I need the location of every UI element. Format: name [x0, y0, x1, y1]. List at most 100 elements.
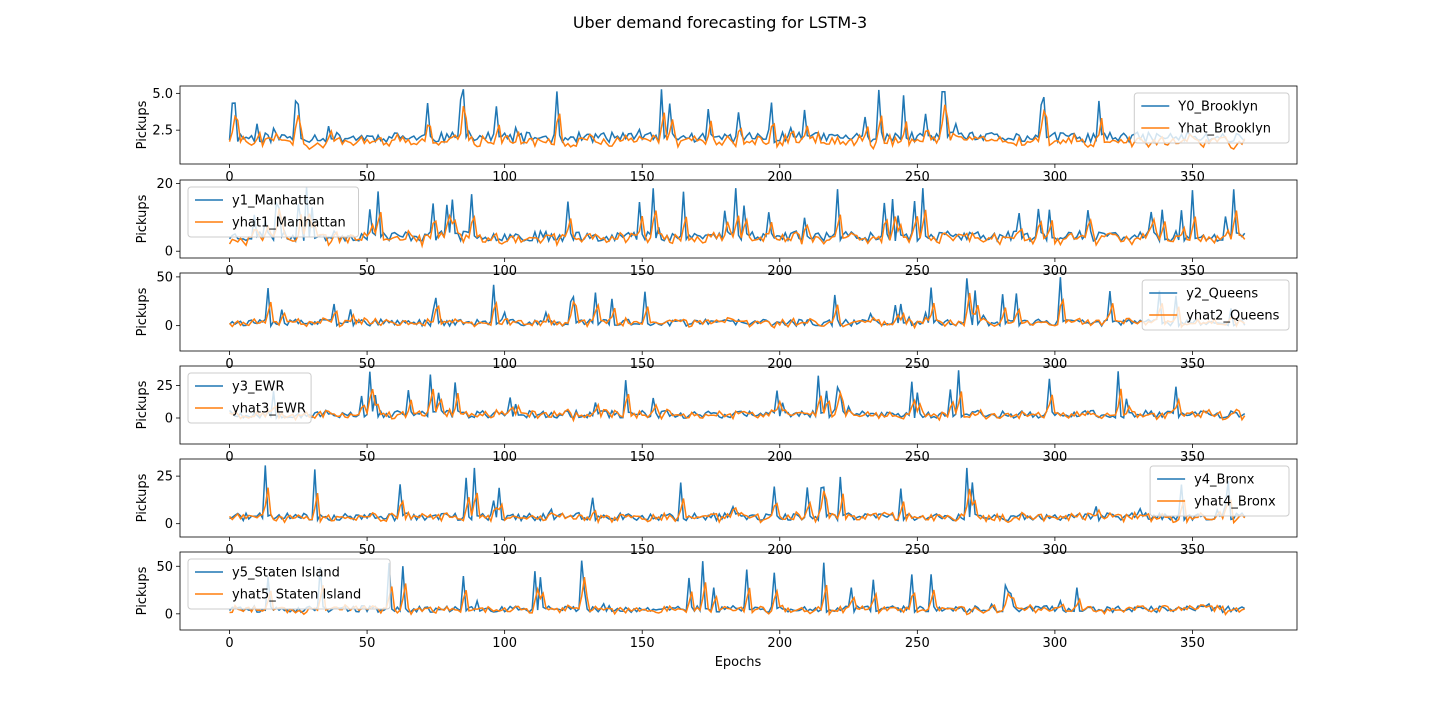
series-line-actual-2	[228, 277, 1246, 329]
series-line-predicted-2	[228, 292, 1246, 330]
y-tick-label: 50	[156, 560, 173, 575]
legend-frame	[187, 186, 359, 238]
x-tick-label: 200	[767, 636, 792, 651]
y-tick-label: 2.5	[152, 124, 173, 139]
y-axis-label: Pickups	[135, 380, 150, 429]
x-tick-label: 150	[630, 636, 655, 651]
x-tick-label: 0	[225, 450, 233, 465]
y-tick-label: 5.0	[152, 87, 173, 102]
legend-frame	[1133, 92, 1290, 144]
legend-label: Yhat_Brooklyn	[1177, 122, 1271, 137]
y-tick-label: 20	[156, 177, 173, 192]
legend-label: y2_Queens	[1186, 287, 1258, 302]
x-tick-label: 50	[359, 357, 376, 372]
legend: Y0_Brooklyn Yhat_Brooklyn	[1133, 92, 1290, 144]
x-tick-label: 300	[1042, 636, 1067, 651]
y-tick-label: 50	[156, 270, 173, 285]
axes-frame	[179, 365, 1298, 445]
series-line-predicted-0	[228, 104, 1246, 151]
legend-label: y4_Bronx	[1194, 473, 1255, 488]
y-tick-label: 25	[156, 470, 173, 485]
x-tick-label: 100	[492, 450, 517, 465]
x-tick-label: 300	[1042, 450, 1067, 465]
y-axis-label: Pickups	[135, 287, 150, 336]
y-axis-label: Pickups	[135, 194, 150, 243]
x-tick-label: 150	[630, 264, 655, 279]
x-tick-label: 0	[225, 264, 233, 279]
legend: y5_Staten Island yhat5_Staten Island	[187, 558, 391, 610]
legend-frame	[1141, 279, 1290, 331]
x-tick-label: 150	[630, 170, 655, 185]
y-axis-label: Pickups	[135, 566, 150, 615]
x-tick-label: 50	[359, 543, 376, 558]
x-tick-label: 300	[1042, 357, 1067, 372]
series-line-predicted-3	[229, 388, 1246, 423]
y-tick-label: 25	[156, 379, 173, 394]
x-tick-label: 200	[767, 170, 792, 185]
x-tick-label: 350	[1180, 357, 1205, 372]
x-tick-label: 0	[225, 636, 233, 651]
panel-5: 0 50 100 150 200 250 300 350 0 50 Pickups y5_Staten…	[135, 551, 1298, 651]
x-tick-label: 250	[905, 357, 930, 372]
x-axis-label: Epochs	[715, 655, 762, 670]
legend: y2_Queens yhat2_Queens	[1141, 279, 1290, 331]
x-tick-label: 250	[905, 170, 930, 185]
legend-label: yhat4_Bronx	[1194, 495, 1276, 510]
x-tick-label: 350	[1180, 170, 1205, 185]
x-tick-label: 150	[630, 357, 655, 372]
x-tick-label: 200	[767, 450, 792, 465]
legend: y1_Manhattan yhat1_Manhattan	[187, 186, 359, 238]
series-line-actual-0	[228, 89, 1246, 146]
x-tick-label: 100	[492, 264, 517, 279]
x-tick-label: 150	[630, 450, 655, 465]
y-tick-label: 0	[165, 245, 173, 260]
x-tick-label: 200	[767, 543, 792, 558]
x-tick-label: 300	[1042, 170, 1067, 185]
x-tick-label: 0	[225, 170, 233, 185]
x-tick-label: 250	[905, 264, 930, 279]
x-tick-label: 300	[1042, 543, 1067, 558]
legend-label: Y0_Brooklyn	[1177, 100, 1258, 115]
x-tick-label: 0	[225, 543, 233, 558]
x-tick-label: 250	[905, 543, 930, 558]
y-tick-label: 0	[165, 412, 173, 427]
x-tick-label: 50	[359, 170, 376, 185]
legend-label: yhat3_EWR	[232, 402, 306, 417]
y-tick-label: 0	[165, 517, 173, 532]
x-tick-label: 350	[1180, 543, 1205, 558]
x-tick-label: 350	[1180, 264, 1205, 279]
legend-label: y3_EWR	[232, 380, 285, 395]
panel-3: 0 50 100 150 200 250 300 350 0 25 Pickups y3_EWRyha…	[135, 365, 1298, 465]
legend: y4_Bronx yhat4_Bronx	[1149, 465, 1290, 517]
legend-frame	[187, 558, 391, 610]
x-tick-label: 50	[359, 636, 376, 651]
x-tick-label: 200	[767, 264, 792, 279]
x-tick-label: 150	[630, 543, 655, 558]
y-tick-label: 0	[165, 319, 173, 334]
y-tick-label: 0	[165, 607, 173, 622]
x-tick-label: 350	[1180, 636, 1205, 651]
series-line-actual-1	[228, 186, 1246, 244]
series-line-predicted-4	[228, 487, 1246, 525]
y-axis-label: Pickups	[135, 473, 150, 522]
legend: y3_EWR yhat3_EWR	[187, 372, 312, 424]
panel-2: 0 50 100 150 200 250 300 350 0 50 Pickups y2_Queens…	[135, 270, 1298, 372]
axes-frame	[179, 85, 1298, 165]
axes-frame	[179, 272, 1298, 352]
series-line-predicted-1	[228, 208, 1246, 249]
x-tick-label: 50	[359, 264, 376, 279]
x-tick-label: 200	[767, 357, 792, 372]
x-tick-label: 100	[492, 636, 517, 651]
x-tick-label: 100	[492, 543, 517, 558]
panel-1: 0 50 100 150 200 250 300 350 0 20 Pickups y1_Manhat…	[135, 177, 1298, 279]
x-tick-label: 0	[225, 357, 233, 372]
axes-frame	[179, 551, 1298, 631]
series-line-actual-3	[228, 370, 1246, 421]
x-tick-label: 250	[905, 636, 930, 651]
legend-label: yhat1_Manhattan	[232, 216, 346, 231]
legend-label: y5_Staten Island	[232, 566, 340, 581]
x-tick-label: 50	[359, 450, 376, 465]
